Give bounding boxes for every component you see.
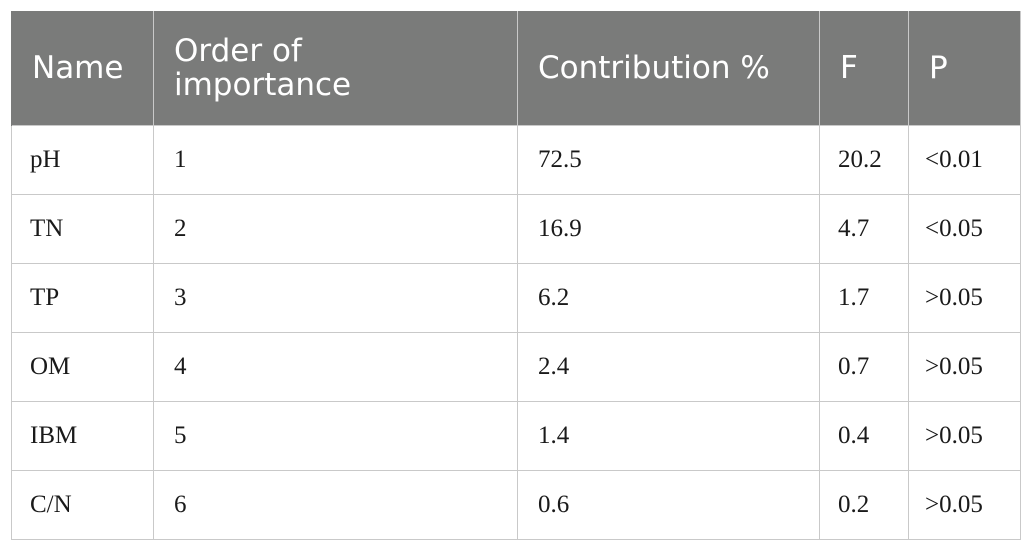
- header-order-label: Order of importance: [174, 32, 352, 103]
- table-body: pH 1 72.5 20.2 <0.01 TN 2 16.9 4.7 <0.05…: [11, 124, 1021, 540]
- header-f: F: [819, 11, 909, 125]
- cell-p: >0.05: [908, 469, 1021, 540]
- cell-contribution: 0.6: [517, 469, 820, 540]
- cell-f: 0.4: [819, 400, 909, 471]
- cell-order: 1: [153, 124, 518, 195]
- header-p: P: [908, 11, 1021, 125]
- cell-contribution: 6.2: [517, 262, 820, 333]
- cell-name: C/N: [11, 469, 154, 540]
- importance-table-container: Name Order of importance Contribution % …: [11, 11, 1021, 541]
- cell-name: TN: [11, 193, 154, 264]
- cell-f: 0.7: [819, 331, 909, 402]
- cell-name: OM: [11, 331, 154, 402]
- cell-contribution: 1.4: [517, 400, 820, 471]
- cell-contribution: 16.9: [517, 193, 820, 264]
- cell-p: >0.05: [908, 262, 1021, 333]
- table-row: C/N 6 0.6 0.2 >0.05: [11, 469, 1021, 540]
- cell-order: 6: [153, 469, 518, 540]
- table-row: TP 3 6.2 1.7 >0.05: [11, 262, 1021, 333]
- header-contribution: Contribution %: [517, 11, 820, 125]
- table-row: pH 1 72.5 20.2 <0.01: [11, 124, 1021, 195]
- table-header: Name Order of importance Contribution % …: [11, 11, 1021, 125]
- cell-order: 2: [153, 193, 518, 264]
- cell-order: 5: [153, 400, 518, 471]
- cell-p: <0.01: [908, 124, 1021, 195]
- cell-contribution: 72.5: [517, 124, 820, 195]
- cell-p: <0.05: [908, 193, 1021, 264]
- cell-f: 0.2: [819, 469, 909, 540]
- cell-order: 4: [153, 331, 518, 402]
- cell-order: 3: [153, 262, 518, 333]
- cell-name: IBM: [11, 400, 154, 471]
- table-row: OM 4 2.4 0.7 >0.05: [11, 331, 1021, 402]
- cell-name: TP: [11, 262, 154, 333]
- cell-contribution: 2.4: [517, 331, 820, 402]
- cell-f: 20.2: [819, 124, 909, 195]
- table-row: IBM 5 1.4 0.4 >0.05: [11, 400, 1021, 471]
- header-name: Name: [11, 11, 154, 125]
- cell-f: 1.7: [819, 262, 909, 333]
- table-row: TN 2 16.9 4.7 <0.05: [11, 193, 1021, 264]
- cell-name: pH: [11, 124, 154, 195]
- header-row: Name Order of importance Contribution % …: [11, 11, 1021, 125]
- header-order: Order of importance: [153, 11, 518, 125]
- cell-p: >0.05: [908, 331, 1021, 402]
- importance-table: Name Order of importance Contribution % …: [11, 11, 1021, 540]
- cell-f: 4.7: [819, 193, 909, 264]
- cell-p: >0.05: [908, 400, 1021, 471]
